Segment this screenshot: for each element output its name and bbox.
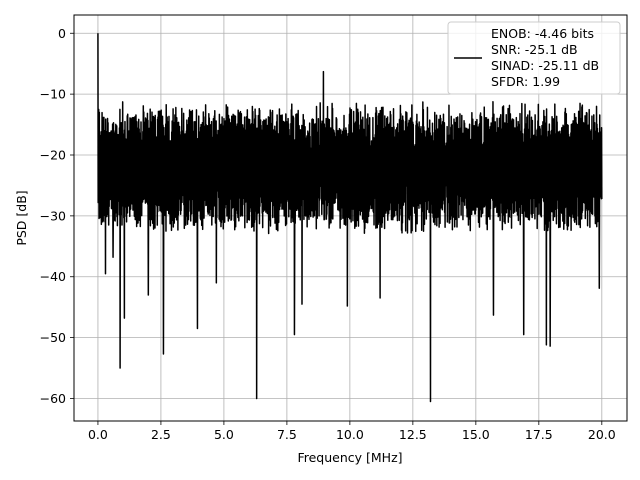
series-line-psd [97, 33, 603, 403]
x-tick-label: 20.0 [588, 427, 616, 442]
x-tick-label: 15.0 [462, 427, 490, 442]
y-axis-ticks: 0 −10 −20 −30 −40 −50 −60 [40, 26, 74, 406]
legend-entry-sfdr: SFDR: 1.99 [491, 74, 560, 89]
y-axis-title: PSD [dB] [14, 190, 29, 245]
x-tick-label: 17.5 [525, 427, 553, 442]
x-axis-ticks: 0.0 2.5 5.0 7.5 10.0 12.5 15.0 17.5 20.0 [88, 421, 616, 442]
legend-entry-enob: ENOB: -4.46 bits [491, 26, 594, 41]
y-tick-label: −40 [40, 269, 66, 284]
plot-area-frame [73, 14, 628, 422]
series-layer [97, 33, 603, 403]
y-tick-label: −50 [40, 330, 66, 345]
x-tick-label: 7.5 [277, 427, 297, 442]
x-tick-label: 0.0 [88, 427, 108, 442]
x-tick-label: 2.5 [151, 427, 171, 442]
y-tick-label: −10 [40, 87, 66, 102]
x-axis-title: Frequency [MHz] [297, 450, 402, 465]
legend-entry-sinad: SINAD: -25.11 dB [491, 58, 599, 73]
y-tick-label: −30 [40, 208, 66, 223]
x-tick-label: 12.5 [399, 427, 427, 442]
y-tick-label: 0 [58, 26, 66, 41]
x-tick-label: 5.0 [214, 427, 234, 442]
x-tick-label: 10.0 [336, 427, 364, 442]
legend-entry-snr: SNR: -25.1 dB [491, 42, 578, 57]
legend-box [447, 21, 621, 95]
y-tick-label: −20 [40, 148, 66, 163]
y-tick-label: −60 [40, 391, 66, 406]
legend: ENOB: -4.46 bits SNR: -25.1 dB SINAD: -2… [447, 21, 621, 95]
